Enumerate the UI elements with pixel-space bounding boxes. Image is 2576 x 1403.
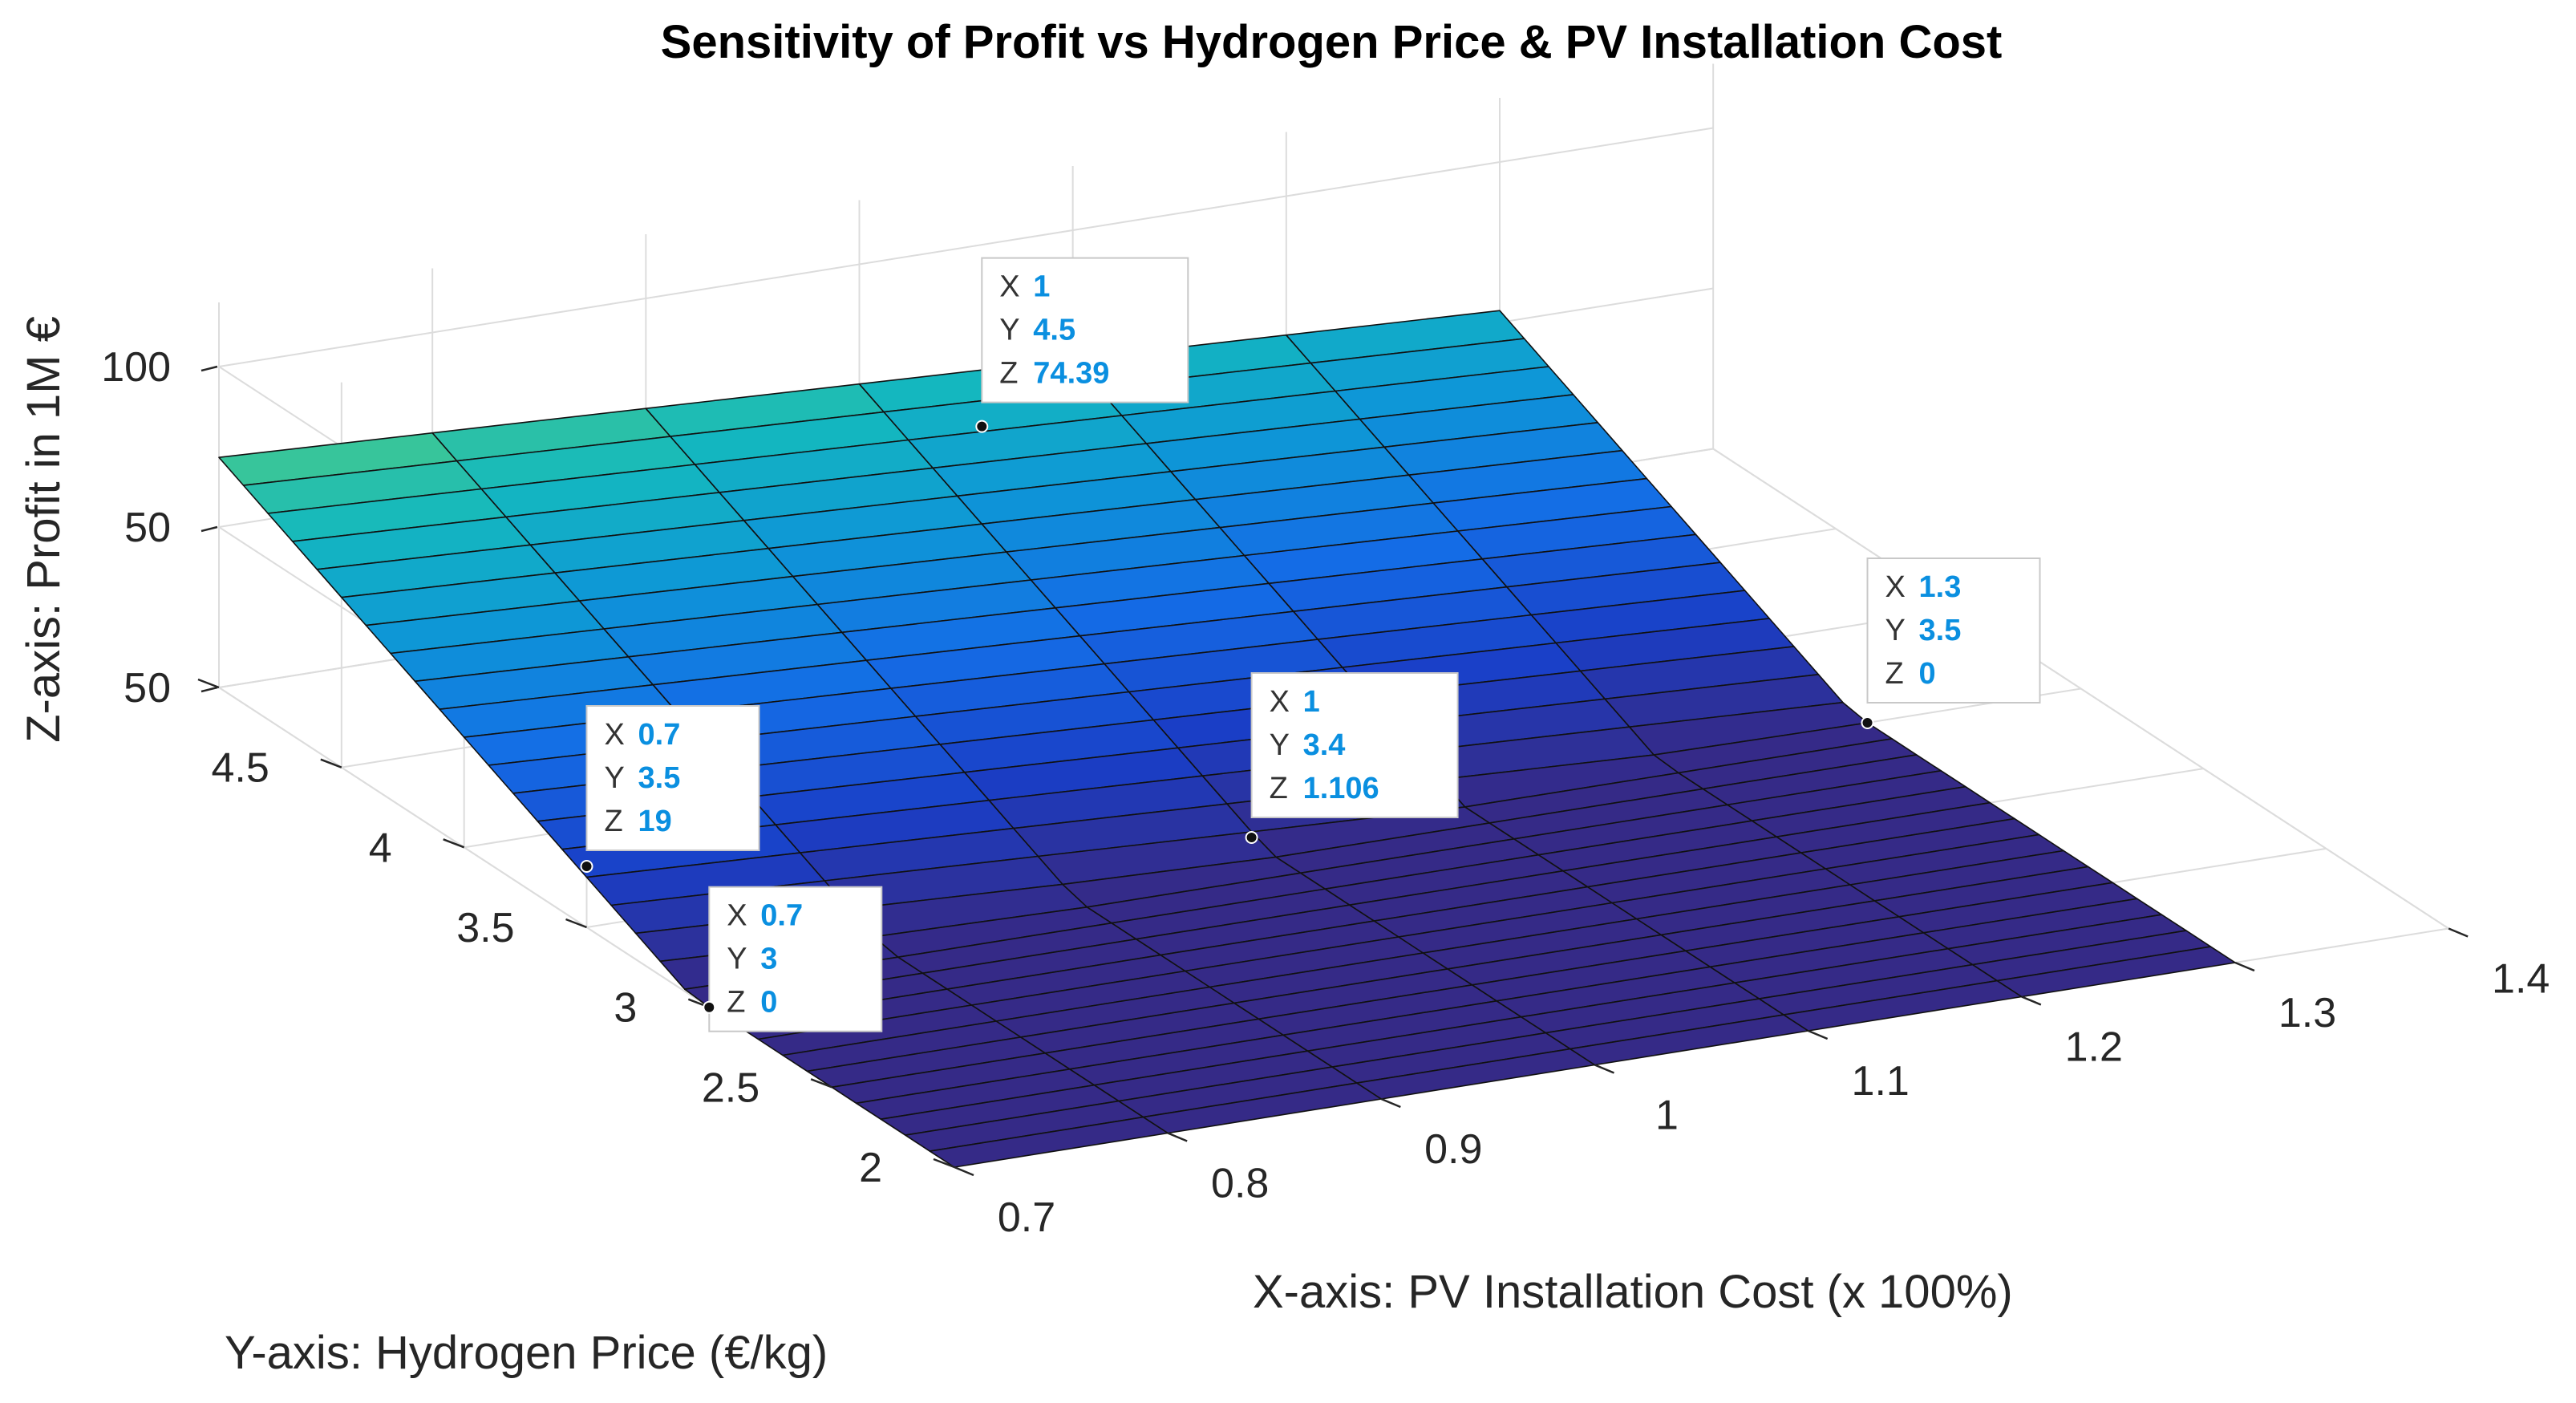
y-axis-label: Y-axis: Hydrogen Price (€/kg) (225, 1327, 828, 1379)
tick-mark (1167, 1132, 1188, 1142)
data-tip-key: Y (727, 943, 747, 976)
x-tick-label: 1.4 (2492, 956, 2550, 1003)
data-tip-key: X (727, 899, 747, 933)
y-tick-label: 2 (859, 1145, 882, 1191)
tick-mark (810, 1078, 832, 1089)
data-tip-key: Z (1270, 772, 1288, 805)
x-tick-label: 1.2 (2065, 1024, 2123, 1071)
tick-mark (1594, 1064, 1614, 1074)
data-tip-marker (975, 420, 989, 433)
tick-mark (1380, 1097, 1401, 1109)
data-tip-value: 0.7 (760, 899, 803, 933)
data-tip-value: 3 (760, 943, 777, 976)
data-tip-value: 4.5 (1033, 314, 1075, 347)
x-tick-label: 0.9 (1424, 1126, 1482, 1173)
tick-mark (320, 758, 342, 768)
x-axis-label: X-axis: PV Installation Cost (x 100%) (1253, 1266, 2013, 1318)
data-tip-box (1866, 558, 2041, 704)
data-tip-value: 74.39 (1033, 357, 1109, 391)
data-tip-key: Z (999, 357, 1018, 391)
z-tick-label: 100 (101, 344, 171, 391)
y-tick-label: 4 (369, 825, 392, 871)
data-tip-key: Z (605, 805, 623, 838)
data-tip-key: X (1270, 685, 1290, 719)
data-tip-value: 0.7 (638, 718, 681, 752)
y-tick-label: 5 (124, 665, 147, 712)
data-tip-value: 1.106 (1303, 772, 1379, 805)
data-tip-value: 1 (1033, 270, 1050, 304)
data-tip[interactable]: X 1Y 4.5 Z 74.39 (975, 257, 1189, 433)
tick-mark (2021, 995, 2042, 1006)
data-tip-key: Y (999, 314, 1019, 347)
data-tip[interactable]: X 1Y 3.4 Z 1.106 (1245, 672, 1459, 844)
data-tip-key: X (605, 718, 625, 752)
data-tip-key: Z (1885, 657, 1904, 691)
data-tip[interactable]: X 0.7 Y 3.5 Z 19 (580, 705, 760, 873)
y-tick-label: 3.5 (456, 905, 514, 951)
y-tick-label: 2.5 (702, 1064, 759, 1111)
data-tip-box (708, 886, 883, 1032)
tick-mark (200, 365, 218, 372)
data-tip-key: X (1885, 570, 1906, 604)
tick-mark (933, 1158, 955, 1169)
z-axis-label: Z-axis: Profit in 1M € (18, 316, 70, 743)
data-tip-key: X (999, 270, 1019, 304)
surface-patch (1996, 946, 2236, 998)
data-tip-box (1250, 672, 1459, 818)
tick-mark (954, 1166, 974, 1177)
data-tip-value: 0 (1919, 657, 1936, 691)
data-tip-value: 0 (760, 986, 777, 1020)
x-tick-label: 0.8 (1211, 1161, 1269, 1207)
x-tick-label: 1 (1655, 1093, 1679, 1139)
data-tip[interactable]: X 0.7 Y 3Z 0 (703, 886, 883, 1032)
data-tip-value: 3.5 (638, 761, 681, 795)
tick-mark (2234, 961, 2255, 972)
data-tip-marker (1245, 831, 1258, 844)
tick-mark (2448, 927, 2469, 938)
data-tip-value: 19 (638, 805, 672, 838)
data-tip-key: Y (605, 761, 625, 795)
y-tick-label: 4.5 (212, 745, 269, 792)
data-tip-box (585, 705, 760, 851)
data-tip-marker (703, 1000, 716, 1014)
data-tip[interactable]: X 1.3 Y 3.5 Z 0 (1861, 558, 2041, 729)
surface-patches (218, 310, 2236, 1168)
data-tip-box (981, 257, 1189, 403)
tick-mark (443, 838, 465, 849)
data-tip-key: Y (1885, 614, 1906, 647)
chart-title: Sensitivity of Profit vs Hydrogen Price … (661, 16, 2003, 68)
tick-mark (197, 678, 220, 689)
z-tick-label: 50 (124, 505, 171, 551)
x-tick-label: 1.1 (1852, 1058, 1910, 1105)
x-tick-label: 1.3 (2278, 990, 2336, 1036)
y-tick-label: 3 (614, 985, 637, 1032)
data-tip-value: 3.4 (1303, 728, 1346, 762)
tick-mark (565, 918, 587, 929)
tick-mark (200, 525, 218, 533)
tick-mark (200, 686, 218, 693)
axis-ticks: 05010022.533.544.550.70.80.911.11.21.31.… (101, 344, 2550, 1241)
data-tip-marker (580, 860, 593, 873)
tick-mark (1808, 1029, 1829, 1040)
grid-line (1712, 448, 2449, 930)
data-tip-value: 3.5 (1919, 614, 1962, 647)
data-tip-key: Y (1270, 728, 1290, 762)
data-tip-marker (1861, 716, 1874, 729)
data-tip-value: 1 (1303, 685, 1320, 719)
data-tip-key: Z (727, 986, 745, 1020)
z-tick-label: 0 (148, 665, 171, 712)
grid-line (218, 127, 1714, 367)
data-tips: X 0.7Y 3.5Z 19X 0.7Y 3Z 0X 1Y 4.5Z 74.39X 1Y 3.4Z 1.… (580, 257, 2041, 1032)
data-tip-value: 1.3 (1919, 570, 1962, 604)
x-tick-label: 0.7 (998, 1194, 1055, 1241)
